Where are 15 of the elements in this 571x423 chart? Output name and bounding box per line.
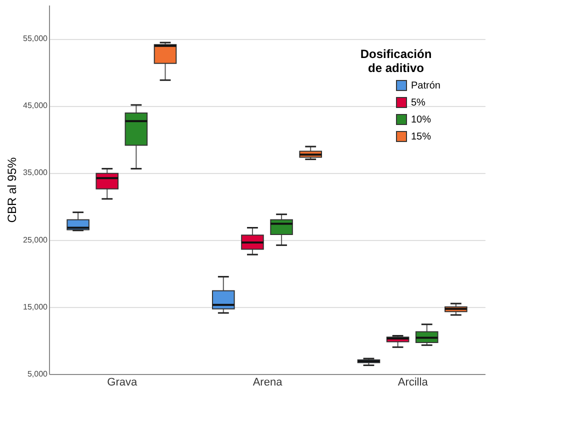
x-tick-label: Arcilla — [398, 376, 429, 388]
legend-label: 5% — [411, 98, 426, 108]
y-axis-title: CBR al 95% — [5, 156, 20, 223]
legend-label: 15% — [411, 132, 432, 142]
x-tick-label: Grava — [107, 376, 138, 388]
y-tick-label: 35,000 — [23, 168, 48, 178]
y-tick-label: 15,000 — [23, 302, 48, 312]
legend-label: Patrón — [411, 80, 440, 92]
legend-label: 10% — [411, 114, 432, 126]
y-tick-label: 55,000 — [23, 34, 48, 44]
x-tick-label: Arena — [252, 376, 284, 388]
y-tick-label: 25,000 — [23, 235, 48, 244]
legend-title: Dosificación de aditivo — [360, 47, 432, 75]
y-tick-label: 45,000 — [23, 101, 48, 110]
y-tick-label: 5,000 — [27, 370, 48, 378]
